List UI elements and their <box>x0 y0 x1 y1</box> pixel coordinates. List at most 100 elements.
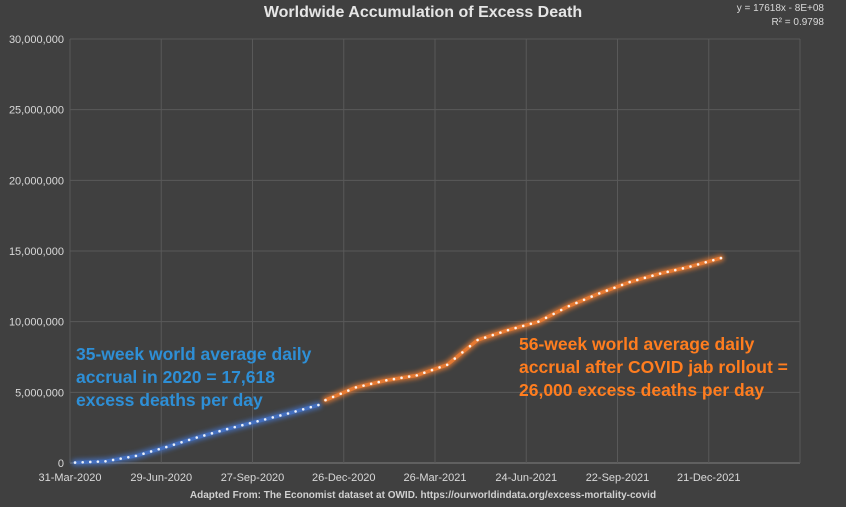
x-tick-label: 26-Mar-2021 <box>404 472 467 484</box>
data-point <box>218 429 221 433</box>
data-point <box>142 452 145 456</box>
data-point <box>453 357 457 360</box>
data-point <box>461 351 464 354</box>
x-tick-label: 31-Mar-2020 <box>39 472 102 484</box>
data-point <box>605 289 609 292</box>
data-point <box>559 308 563 312</box>
data-point <box>119 457 122 460</box>
data-point <box>620 283 624 287</box>
y-tick-label: 25,000,000 <box>9 105 64 117</box>
data-point <box>233 425 237 429</box>
data-point <box>658 272 662 275</box>
x-tick-label: 26-Dec-2020 <box>312 472 376 484</box>
data-point <box>271 416 275 419</box>
annotation-post-rollout: 56-week world average daily accrual afte… <box>519 334 788 400</box>
y-tick-label: 10,000,000 <box>9 317 64 329</box>
data-point <box>180 440 183 444</box>
data-point <box>172 443 176 446</box>
data-point <box>438 366 441 369</box>
x-tick-label: 21-Dec-2021 <box>677 472 741 484</box>
y-tick-label: 30,000,000 <box>9 34 64 46</box>
data-point <box>317 403 320 407</box>
data-point <box>286 412 290 415</box>
data-point <box>165 445 168 449</box>
data-point <box>210 432 214 435</box>
data-point <box>324 398 327 402</box>
data-point <box>347 389 350 392</box>
data-point <box>681 267 685 270</box>
data-point <box>445 363 449 367</box>
data-point <box>392 377 396 381</box>
x-tick-label: 24-Jun-2021 <box>495 472 557 484</box>
data-point <box>483 336 487 339</box>
data-point <box>248 421 252 425</box>
data-point <box>529 322 533 326</box>
data-point <box>377 380 381 384</box>
data-point <box>225 427 229 431</box>
data-point <box>111 458 115 462</box>
trendline-equation-box: y = 17618x - 8E+08 R² = 0.9798 <box>737 2 824 30</box>
data-point <box>81 460 84 464</box>
x-tick-label: 27-Sep-2020 <box>221 472 285 484</box>
data-point <box>331 395 335 399</box>
data-point <box>499 331 502 334</box>
data-point <box>582 298 586 302</box>
data-point <box>279 414 282 417</box>
data-point <box>385 379 388 382</box>
data-point <box>704 261 708 264</box>
y-tick-label: 0 <box>58 458 64 470</box>
data-point <box>628 280 631 284</box>
data-point <box>263 418 267 421</box>
chart-title: Worldwide Accumulation of Excess Death <box>263 4 583 21</box>
data-point <box>651 274 654 278</box>
x-tick-label: 29-Jun-2020 <box>130 472 192 484</box>
data-point <box>309 405 313 409</box>
data-point <box>476 338 479 342</box>
data-point <box>514 326 517 330</box>
data-point <box>423 371 426 375</box>
data-point <box>256 420 259 423</box>
data-point <box>643 276 647 280</box>
data-point <box>407 375 411 378</box>
data-point <box>719 256 723 260</box>
data-point <box>149 450 153 453</box>
data-point <box>369 382 373 386</box>
y-tick-label: 20,000,000 <box>9 175 64 187</box>
data-point <box>415 374 419 377</box>
data-point <box>301 407 305 411</box>
data-point <box>521 324 525 328</box>
y-tick-label: 5,000,000 <box>15 387 64 399</box>
annotation-2020: 35-week world average daily accrual in 2… <box>76 344 312 410</box>
data-point <box>552 312 555 316</box>
data-point <box>712 258 715 262</box>
data-point <box>294 410 297 413</box>
data-point <box>362 384 365 387</box>
data-point <box>203 434 206 437</box>
data-point <box>613 286 616 290</box>
data-point <box>635 278 639 282</box>
data-point <box>567 304 571 308</box>
data-point <box>195 436 199 439</box>
data-point <box>88 460 92 464</box>
data-point <box>544 316 548 320</box>
data-point <box>354 386 358 389</box>
data-point <box>468 344 472 348</box>
data-point <box>666 270 669 274</box>
data-point <box>96 460 100 463</box>
data-point <box>241 423 244 427</box>
x-tick-label: 22-Sep-2021 <box>586 472 650 484</box>
data-point <box>73 461 77 464</box>
data-point <box>134 454 138 458</box>
source-note: Adapted From: The Economist dataset at O… <box>189 490 657 501</box>
data-point <box>491 333 495 337</box>
data-point <box>673 268 677 272</box>
data-point <box>575 301 578 305</box>
data-point <box>187 438 191 442</box>
data-point <box>689 265 692 268</box>
data-point <box>126 455 130 459</box>
data-point <box>430 368 434 372</box>
data-point <box>506 328 510 332</box>
y-tick-label: 15,000,000 <box>9 246 64 258</box>
